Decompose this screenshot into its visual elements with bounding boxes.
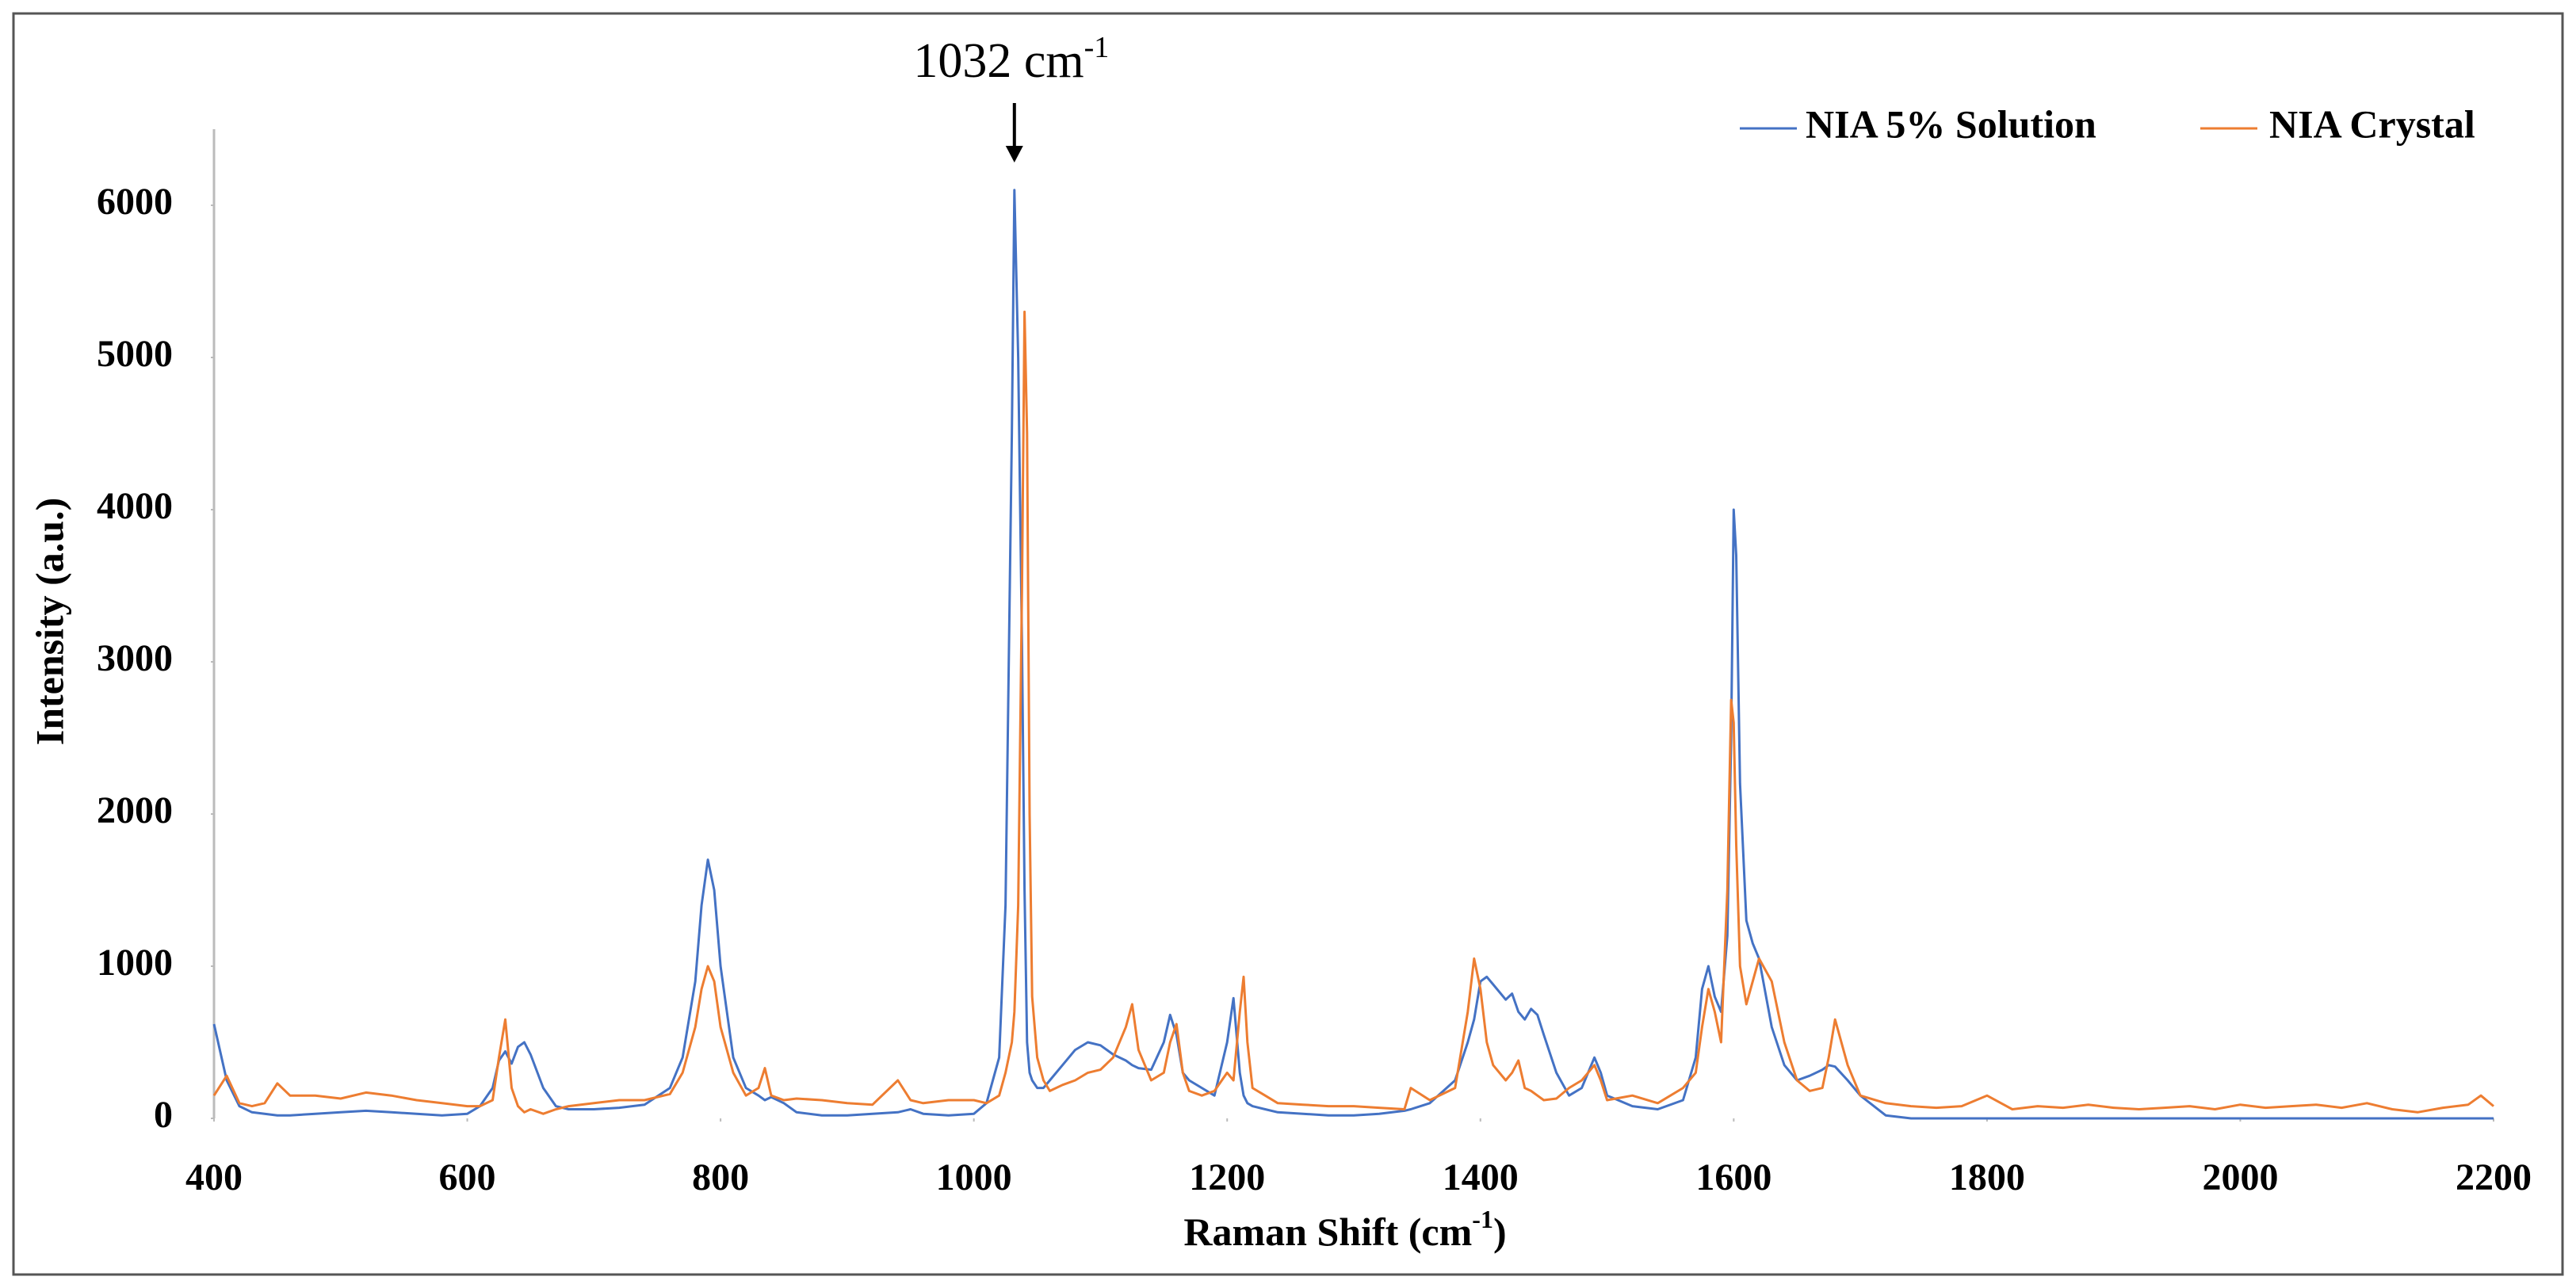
- legend-label: NIA 5% Solution: [1806, 101, 2096, 146]
- x-axis-title-text: Raman Shift (cm: [1183, 1210, 1472, 1254]
- series-line: [212, 310, 2494, 1115]
- frame: [12, 12, 2564, 1276]
- x-tick-label: 2000: [2202, 1156, 2278, 1198]
- y-tick-label: 0: [154, 1094, 173, 1136]
- annotation-text: 1032 cm: [913, 34, 1084, 88]
- x-tick-label: 2200: [2456, 1156, 2532, 1198]
- x-tick-label: 1000: [936, 1156, 1012, 1198]
- x-tick-label: 1200: [1189, 1156, 1265, 1198]
- y-tick-label: 1000: [97, 942, 173, 984]
- x-tick-label: 1800: [1949, 1156, 2025, 1198]
- y-tick-label: 4000: [97, 485, 173, 527]
- x-tick-label: 800: [692, 1156, 749, 1198]
- y-tick-label: 6000: [97, 181, 173, 223]
- annotation-arrowhead: [1005, 146, 1023, 162]
- y-tick-label: 2000: [97, 789, 173, 831]
- x-tick-label: 1600: [1695, 1156, 1771, 1198]
- x-tick-label: 600: [439, 1156, 496, 1198]
- annotation-sup: -1: [1084, 31, 1110, 64]
- x-tick-label: 400: [185, 1156, 243, 1198]
- y-axis-title: Intensity (a.u.): [27, 498, 71, 746]
- x-axis-title: Raman Shift (cm-1): [1183, 1205, 1506, 1254]
- annotation: 1032 cm-1: [913, 31, 1109, 89]
- y-tick-label: 5000: [97, 333, 173, 375]
- x-axis-title-sup: -1: [1472, 1205, 1493, 1233]
- x-axis-title-close: ): [1493, 1210, 1507, 1254]
- y-tick-label: 3000: [97, 637, 173, 679]
- legend-label: NIA Crystal: [2269, 101, 2475, 146]
- x-tick-label: 1400: [1443, 1156, 1519, 1198]
